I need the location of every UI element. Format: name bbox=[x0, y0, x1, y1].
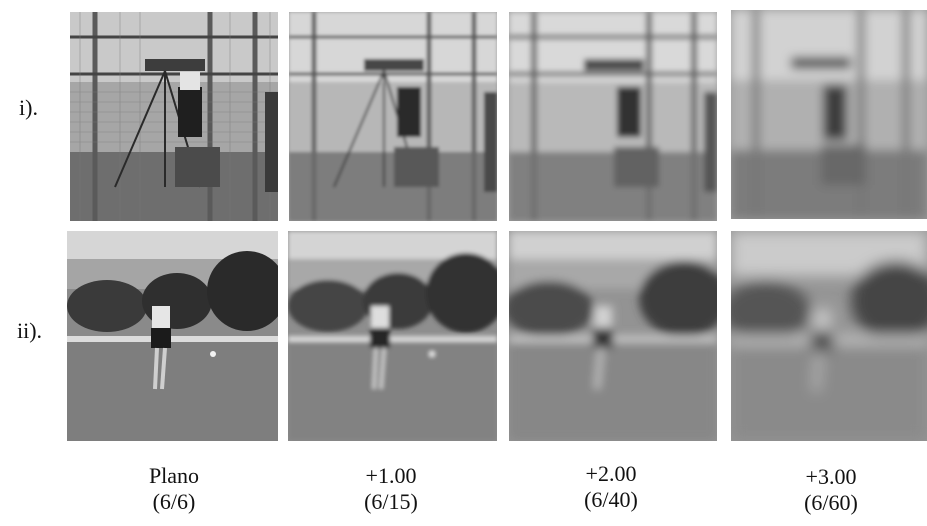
lens-power-label: +2.00 bbox=[585, 461, 637, 486]
caption-plus2: +2.00 (6/40) bbox=[531, 461, 691, 513]
caption-plus1: +1.00 (6/15) bbox=[311, 463, 471, 515]
lens-power-label: +1.00 bbox=[365, 463, 417, 488]
field-scene-photo-plus2 bbox=[509, 231, 717, 441]
caption-plus3: +3.00 (6/60) bbox=[751, 464, 911, 516]
field-scene-photo-plus3 bbox=[731, 231, 927, 441]
field-scene-photo-plus1 bbox=[288, 231, 497, 441]
acuity-label: (6/6) bbox=[152, 488, 196, 514]
net-scene-photo-plus1 bbox=[289, 12, 497, 221]
lens-power-label: +3.00 bbox=[805, 464, 857, 489]
acuity-label: (6/40) bbox=[584, 486, 638, 512]
net-scene-photo-plus2 bbox=[509, 12, 717, 221]
acuity-label: (6/60) bbox=[804, 489, 858, 515]
acuity-label: (6/15) bbox=[364, 488, 418, 514]
row-label-i: i). bbox=[19, 95, 38, 120]
net-scene-photo-plano bbox=[70, 12, 278, 221]
lens-power-label: Plano bbox=[148, 463, 200, 488]
row-label-ii: ii). bbox=[17, 318, 43, 343]
field-scene-photo-plano bbox=[67, 231, 278, 441]
caption-plano: Plano (6/6) bbox=[94, 463, 254, 515]
net-scene-photo-plus3 bbox=[731, 10, 927, 219]
